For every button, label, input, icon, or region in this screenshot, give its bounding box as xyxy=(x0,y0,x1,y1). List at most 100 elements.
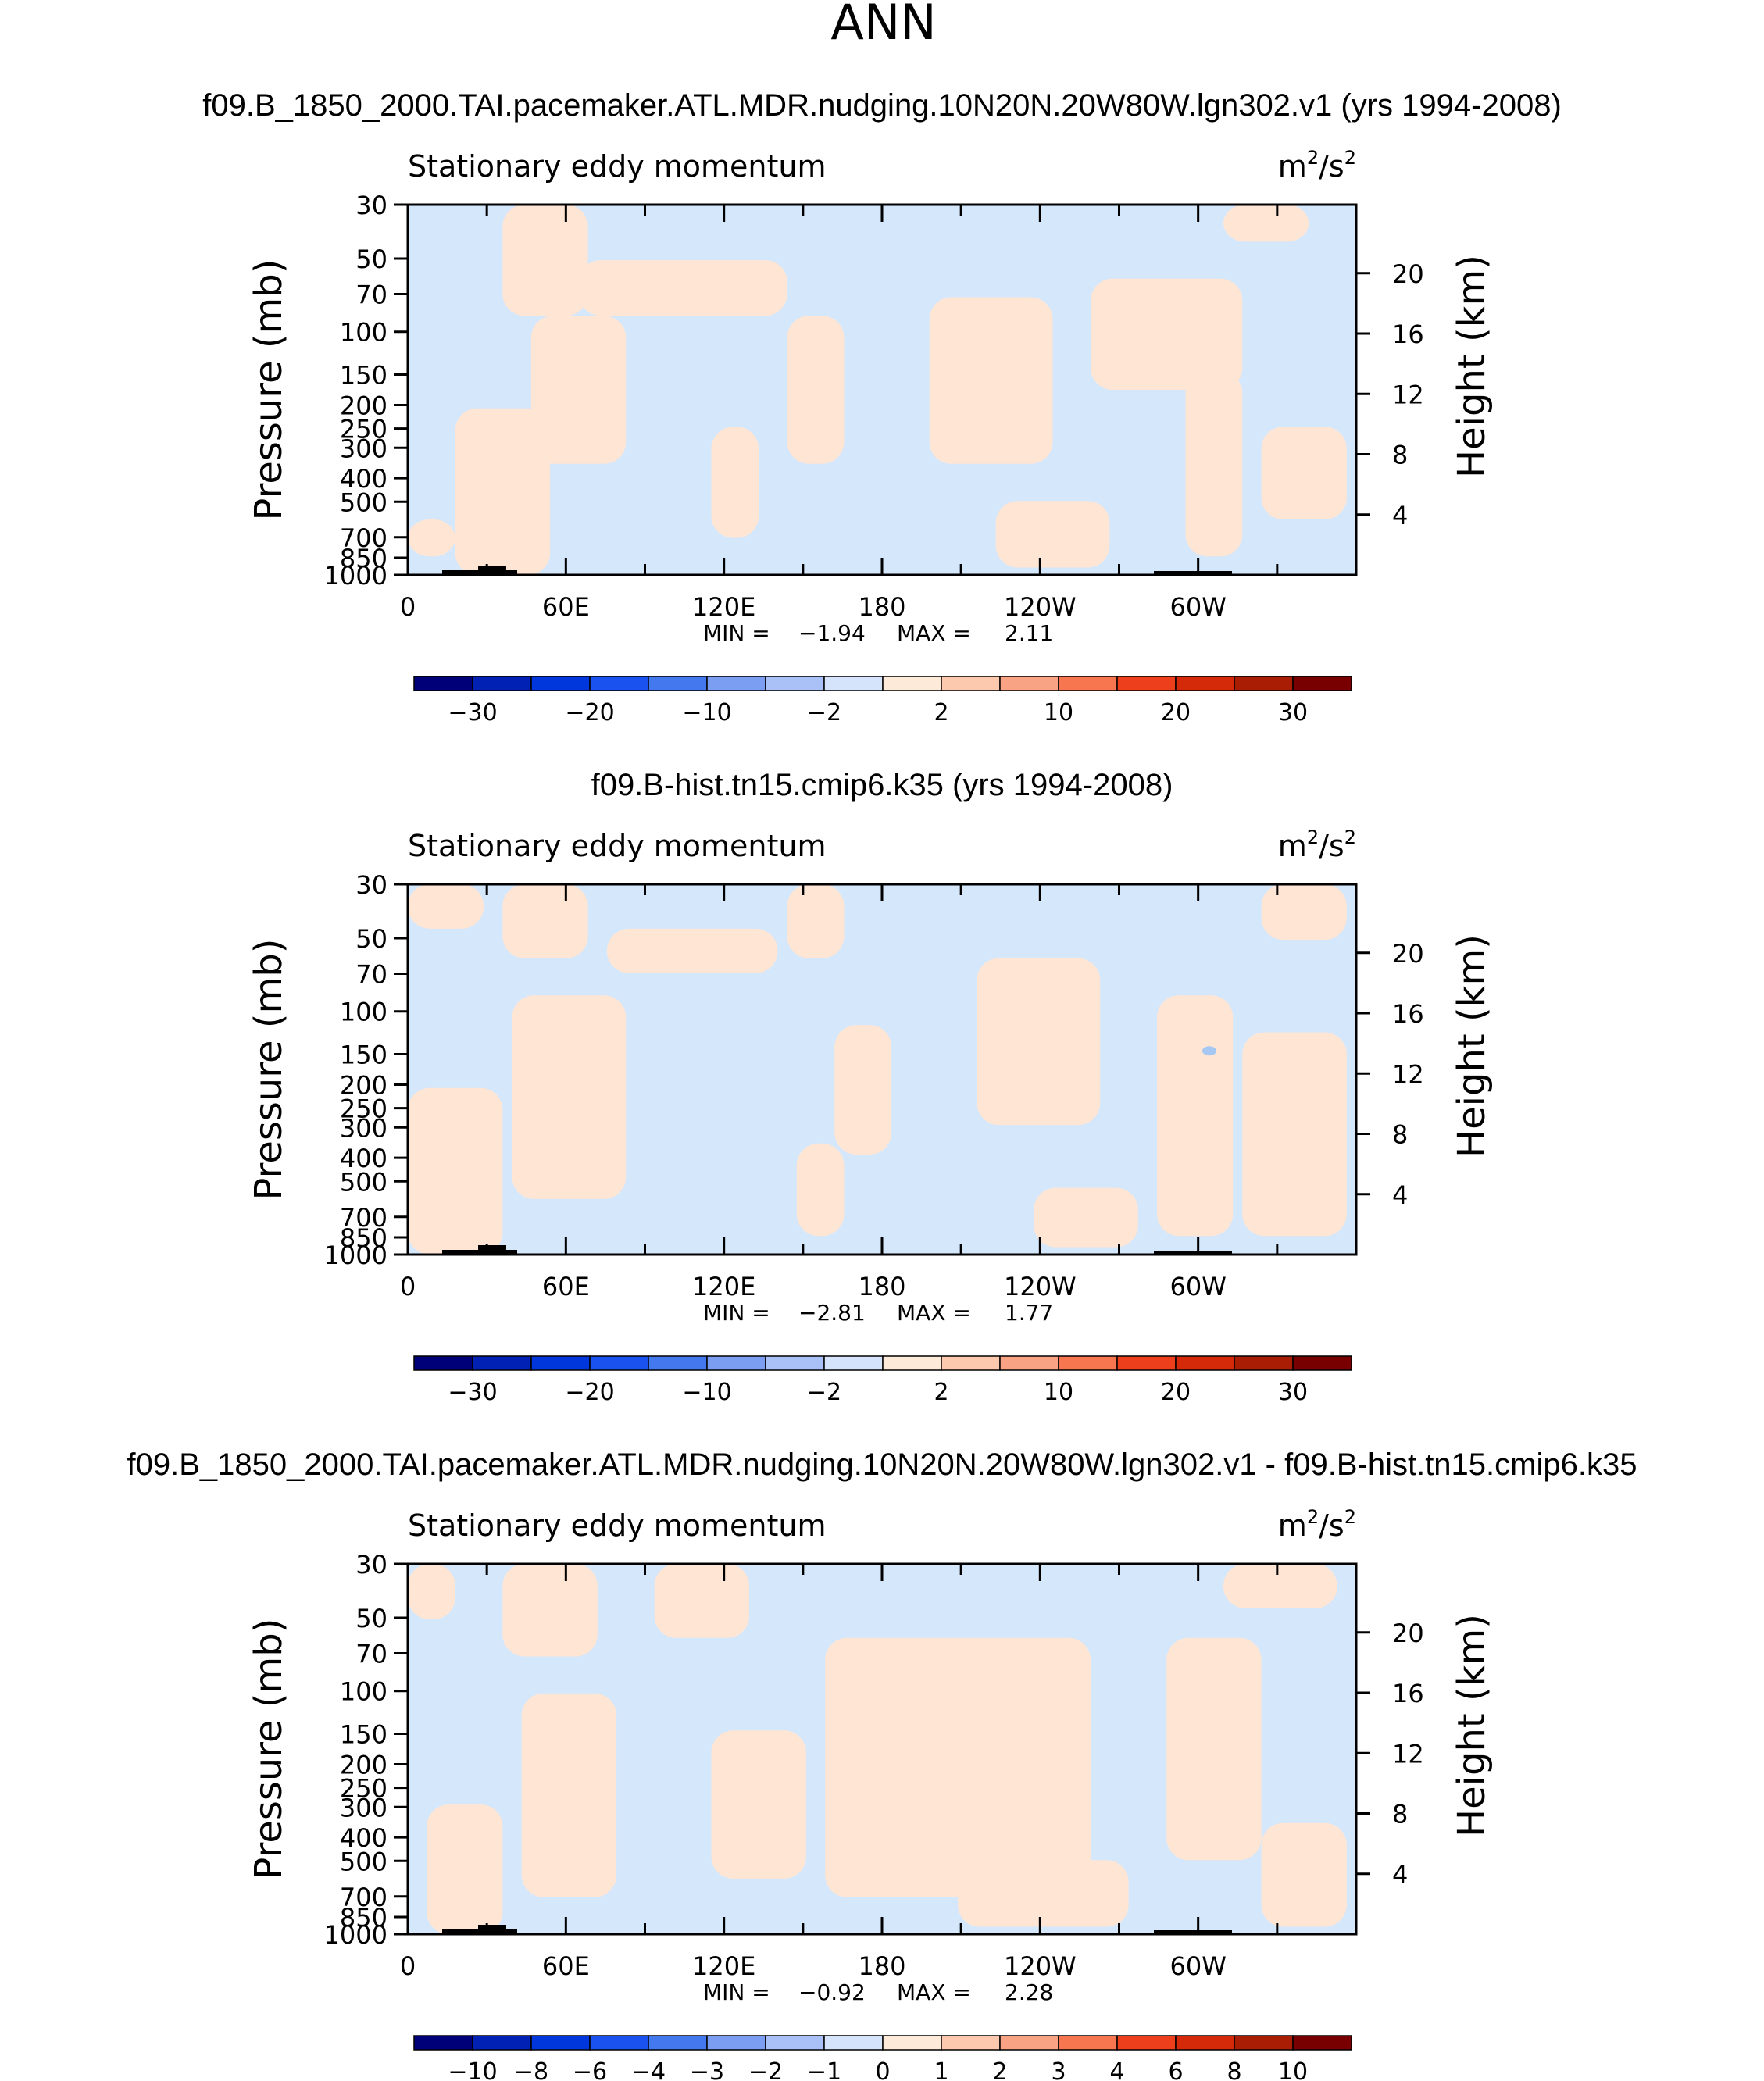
scale-box xyxy=(823,2035,884,2051)
scale-label: −20 xyxy=(565,1379,614,1406)
pressure-tick-label: 100 xyxy=(340,998,387,1027)
pressure-tick-label: 300 xyxy=(340,1113,387,1143)
scale-box xyxy=(413,1355,473,1371)
units-part: 2 xyxy=(1307,1506,1319,1528)
scale-label: 6 xyxy=(1168,2058,1183,2081)
lon-tick-label: 120W xyxy=(1004,1272,1077,1301)
pressure-tick-label: 150 xyxy=(340,361,387,391)
lon-tick-label: 0 xyxy=(400,1951,416,1981)
scale-box xyxy=(941,1355,1001,1371)
pressure-tick-label: 70 xyxy=(355,280,387,310)
height-tick-label: 4 xyxy=(1392,501,1408,530)
lon-tick-label: 180 xyxy=(858,1272,905,1301)
positive-region xyxy=(521,1693,617,1897)
lon-tick-label: 120W xyxy=(1004,592,1077,622)
positive-region xyxy=(711,1730,806,1879)
scale-label: 0 xyxy=(875,2058,890,2081)
scale-box xyxy=(648,676,708,691)
scale-label: −2 xyxy=(748,2058,783,2081)
positive-region xyxy=(1034,1187,1138,1248)
lon-tick-label: 60E xyxy=(542,1951,590,1981)
y-axis-right-title: Height (km) xyxy=(1450,934,1494,1158)
scale-box xyxy=(589,1355,649,1371)
pressure-tick-label: 200 xyxy=(340,391,387,420)
units-part: 2 xyxy=(1344,147,1356,169)
scale-box xyxy=(706,1355,766,1371)
scale-label: 8 xyxy=(1227,2058,1241,2081)
lon-tick-label: 120W xyxy=(1004,1951,1077,1981)
terrain-africa xyxy=(442,566,517,575)
scale-box xyxy=(530,1355,591,1371)
scale-label: 10 xyxy=(1044,699,1073,726)
units-part: /s xyxy=(1319,1508,1344,1543)
pressure-tick-label: 300 xyxy=(340,434,387,463)
min-max-min-value: −1.94 xyxy=(798,620,866,646)
scale-box xyxy=(765,2035,825,2051)
pressure-tick-label: 100 xyxy=(340,1677,387,1707)
y-axis-right-title: Height (km) xyxy=(1450,255,1494,478)
height-tick-label: 4 xyxy=(1392,1860,1408,1890)
panel-1: f09.B_1850_2000.TAI.pacemaker.ATL.MDR.nu… xyxy=(202,88,1562,726)
season-title: ANN xyxy=(830,0,936,51)
scale-label: −30 xyxy=(448,1379,497,1406)
scale-label: −2 xyxy=(807,699,841,726)
pressure-tick-label: 200 xyxy=(340,1750,387,1779)
units-part: 2 xyxy=(1344,1506,1356,1528)
y-axis-title: Pressure (mb) xyxy=(247,1619,291,1880)
pressure-tick-label: 1000 xyxy=(324,561,387,591)
scale-label: −8 xyxy=(514,2058,548,2081)
positive-region xyxy=(1261,427,1347,519)
pressure-tick-label: 1000 xyxy=(324,1240,387,1270)
positive-region xyxy=(995,501,1110,568)
scale-box xyxy=(530,2035,591,2051)
units-label: m2/s2 xyxy=(1278,147,1356,184)
positive-region xyxy=(578,260,787,316)
positive-region xyxy=(530,316,627,464)
scale-box xyxy=(765,676,825,691)
positive-region xyxy=(1223,1564,1337,1608)
height-tick-label: 12 xyxy=(1392,380,1424,409)
left-string: Stationary eddy momentum xyxy=(408,829,827,863)
positive-region xyxy=(1261,1822,1347,1927)
lon-tick-label: 60W xyxy=(1169,1272,1226,1301)
scale-box xyxy=(882,676,942,691)
lon-tick-label: 60W xyxy=(1169,592,1226,622)
scale-box xyxy=(1058,1355,1118,1371)
pressure-tick-label: 400 xyxy=(340,1144,387,1173)
positive-region xyxy=(408,1564,455,1620)
units-part: m xyxy=(1278,1508,1307,1543)
height-tick-label: 8 xyxy=(1392,1800,1408,1829)
pressure-tick-label: 50 xyxy=(355,924,387,954)
units-part: m xyxy=(1278,829,1307,863)
pressure-tick-label: 500 xyxy=(340,487,387,517)
positive-region xyxy=(408,519,455,557)
scale-box xyxy=(999,676,1059,691)
scale-box xyxy=(882,1355,942,1371)
scale-label: 3 xyxy=(1051,2058,1066,2081)
positive-region xyxy=(1091,278,1243,390)
scale-box xyxy=(589,676,649,691)
positive-region xyxy=(654,1564,750,1638)
scale-label: 30 xyxy=(1278,699,1308,726)
pressure-tick-label: 300 xyxy=(340,1793,387,1822)
left-string: Stationary eddy momentum xyxy=(408,149,827,184)
positive-region xyxy=(408,1087,503,1255)
terrain-africa xyxy=(442,1925,517,1934)
pressure-tick-label: 30 xyxy=(355,870,387,900)
terrain-africa xyxy=(442,1245,517,1255)
min-max-max-value: 2.11 xyxy=(1005,620,1053,646)
scale-box xyxy=(1175,676,1235,691)
positive-region xyxy=(606,928,778,973)
pressure-tick-label: 250 xyxy=(340,1094,387,1124)
scale-label: 2 xyxy=(992,2058,1007,2081)
scale-box xyxy=(472,676,532,691)
lon-tick-label: 0 xyxy=(400,592,416,622)
units-label: m2/s2 xyxy=(1278,1506,1356,1543)
positive-region xyxy=(796,1143,845,1237)
scale-box xyxy=(413,676,473,691)
scale-box xyxy=(882,2035,942,2051)
height-tick-label: 12 xyxy=(1392,1739,1424,1769)
units-part: /s xyxy=(1319,149,1344,184)
scale-box xyxy=(648,1355,708,1371)
scale-box xyxy=(648,2035,708,2051)
